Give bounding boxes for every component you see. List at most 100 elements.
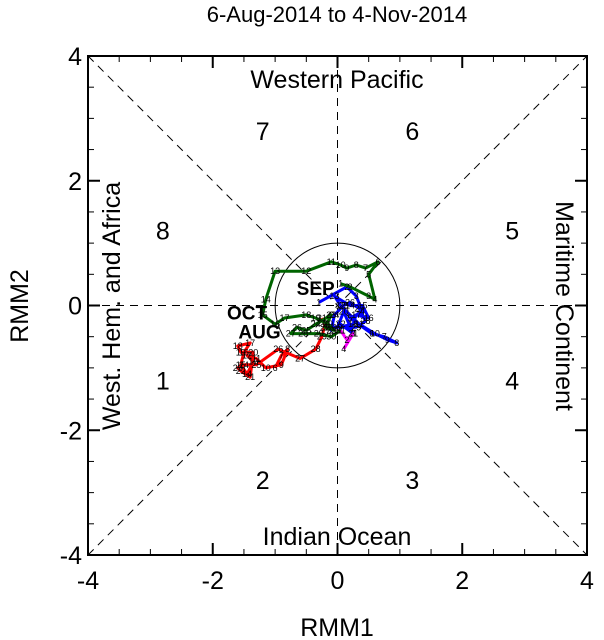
y-tick-label: -2 bbox=[60, 417, 82, 445]
day-label: 18 bbox=[348, 319, 358, 329]
day-label: 9 bbox=[385, 335, 390, 345]
day-label: 12 bbox=[242, 350, 252, 360]
day-label: 7 bbox=[279, 350, 284, 360]
day-label: 19 bbox=[311, 313, 321, 323]
day-label: 4 bbox=[341, 344, 346, 354]
day-label: 9 bbox=[344, 263, 349, 273]
y-axis-label: RMM2 bbox=[6, 269, 34, 343]
day-label: 1 bbox=[316, 297, 321, 307]
day-label: 22 bbox=[236, 366, 246, 376]
day-label: 23 bbox=[326, 310, 336, 320]
phase-label-8: 8 bbox=[156, 218, 170, 246]
day-label: 18 bbox=[233, 341, 243, 351]
day-label: 23 bbox=[233, 363, 243, 373]
x-axis-label: RMM1 bbox=[300, 614, 374, 640]
diagonal-line-2 bbox=[87, 55, 588, 556]
y-tick-label: 0 bbox=[68, 293, 82, 321]
day-label: 9 bbox=[279, 360, 284, 370]
day-label: 25 bbox=[251, 360, 261, 370]
day-label: 3 bbox=[351, 329, 356, 339]
day-label: 24 bbox=[329, 310, 339, 320]
day-label: 25 bbox=[301, 325, 311, 335]
day-label: 21 bbox=[245, 372, 255, 382]
day-label: 22 bbox=[320, 322, 330, 332]
day-label: 18 bbox=[301, 310, 311, 320]
day-label: 6 bbox=[273, 363, 278, 373]
day-label: 17 bbox=[279, 313, 289, 323]
day-label: 16 bbox=[270, 319, 280, 329]
x-tick-label: 4 bbox=[580, 567, 594, 595]
day-label: 30 bbox=[320, 319, 330, 329]
day-label: 21 bbox=[329, 325, 339, 335]
phase-label-2: 2 bbox=[256, 467, 270, 495]
x-tick-label: 2 bbox=[455, 567, 469, 595]
day-label: 15 bbox=[357, 301, 367, 311]
chart-title: 6-Aug-2014 to 4-Nov-2014 bbox=[207, 2, 468, 27]
day-label: 3 bbox=[354, 291, 359, 301]
y-tick-label: 4 bbox=[68, 43, 82, 71]
day-label: 14 bbox=[261, 294, 271, 304]
day-label: 10 bbox=[370, 329, 380, 339]
day-label: 27 bbox=[354, 304, 364, 314]
day-label: 27 bbox=[295, 354, 305, 364]
day-label: 8 bbox=[354, 260, 359, 270]
series-line-sep bbox=[318, 285, 399, 345]
day-label: 20 bbox=[323, 319, 333, 329]
day-label: 22 bbox=[336, 319, 346, 329]
day-label: 11 bbox=[355, 319, 364, 329]
day-label: 31 bbox=[336, 325, 346, 335]
day-label: 29 bbox=[317, 332, 327, 342]
day-label: 14 bbox=[345, 301, 355, 311]
day-label: 2 bbox=[344, 335, 349, 345]
day-label: 25 bbox=[339, 301, 349, 311]
series-line-nov bbox=[339, 329, 355, 350]
day-label: 15 bbox=[236, 360, 246, 370]
day-label: 24 bbox=[239, 360, 249, 370]
day-label: 20 bbox=[339, 307, 349, 317]
phase-label-6: 6 bbox=[405, 118, 419, 146]
unit-circle bbox=[274, 242, 401, 369]
x-tick-label: -4 bbox=[77, 567, 99, 595]
day-label: 5 bbox=[347, 313, 352, 323]
day-label: 28 bbox=[361, 316, 371, 326]
day-label: 7 bbox=[382, 332, 387, 342]
day-label: 2 bbox=[344, 282, 349, 292]
y-tick-label: -4 bbox=[60, 542, 82, 570]
y-tick-label: 2 bbox=[68, 168, 82, 196]
day-label: 13 bbox=[329, 291, 339, 301]
phase-label-3: 3 bbox=[405, 467, 419, 495]
day-label: 17 bbox=[245, 338, 255, 348]
day-label: 10 bbox=[261, 363, 271, 373]
month-label-aug: AUG bbox=[238, 322, 280, 343]
day-label: 19 bbox=[236, 347, 246, 357]
region-label-right: Maritime Continent bbox=[550, 201, 578, 411]
day-label: 29 bbox=[351, 322, 361, 332]
day-label: 20 bbox=[248, 347, 258, 357]
series-line-aug bbox=[236, 317, 327, 379]
day-label: 3 bbox=[366, 291, 371, 301]
day-label: 12 bbox=[301, 266, 311, 276]
day-label: 14 bbox=[242, 369, 252, 379]
day-label: 23 bbox=[326, 325, 336, 335]
x-tick-label: 0 bbox=[331, 567, 345, 595]
day-label: 16 bbox=[239, 347, 249, 357]
day-label: 10 bbox=[336, 260, 346, 270]
day-label: 6 bbox=[369, 329, 374, 339]
day-label: 21 bbox=[348, 329, 358, 339]
day-label: 30 bbox=[323, 322, 333, 332]
series-line-oct bbox=[261, 260, 380, 339]
phase-label-7: 7 bbox=[256, 118, 270, 146]
day-label: 8 bbox=[285, 344, 290, 354]
day-label: 4 bbox=[372, 294, 377, 304]
day-label: 31 bbox=[317, 313, 327, 323]
day-label: 26 bbox=[273, 344, 283, 354]
day-label: 13 bbox=[248, 357, 258, 367]
day-label: 26 bbox=[292, 322, 302, 332]
day-label: 12 bbox=[336, 301, 346, 311]
day-label: 13 bbox=[270, 266, 280, 276]
day-label: 4 bbox=[360, 307, 365, 317]
day-label: 29 bbox=[314, 329, 324, 339]
day-label: 7 bbox=[363, 263, 368, 273]
phase-label-1: 1 bbox=[156, 367, 170, 395]
